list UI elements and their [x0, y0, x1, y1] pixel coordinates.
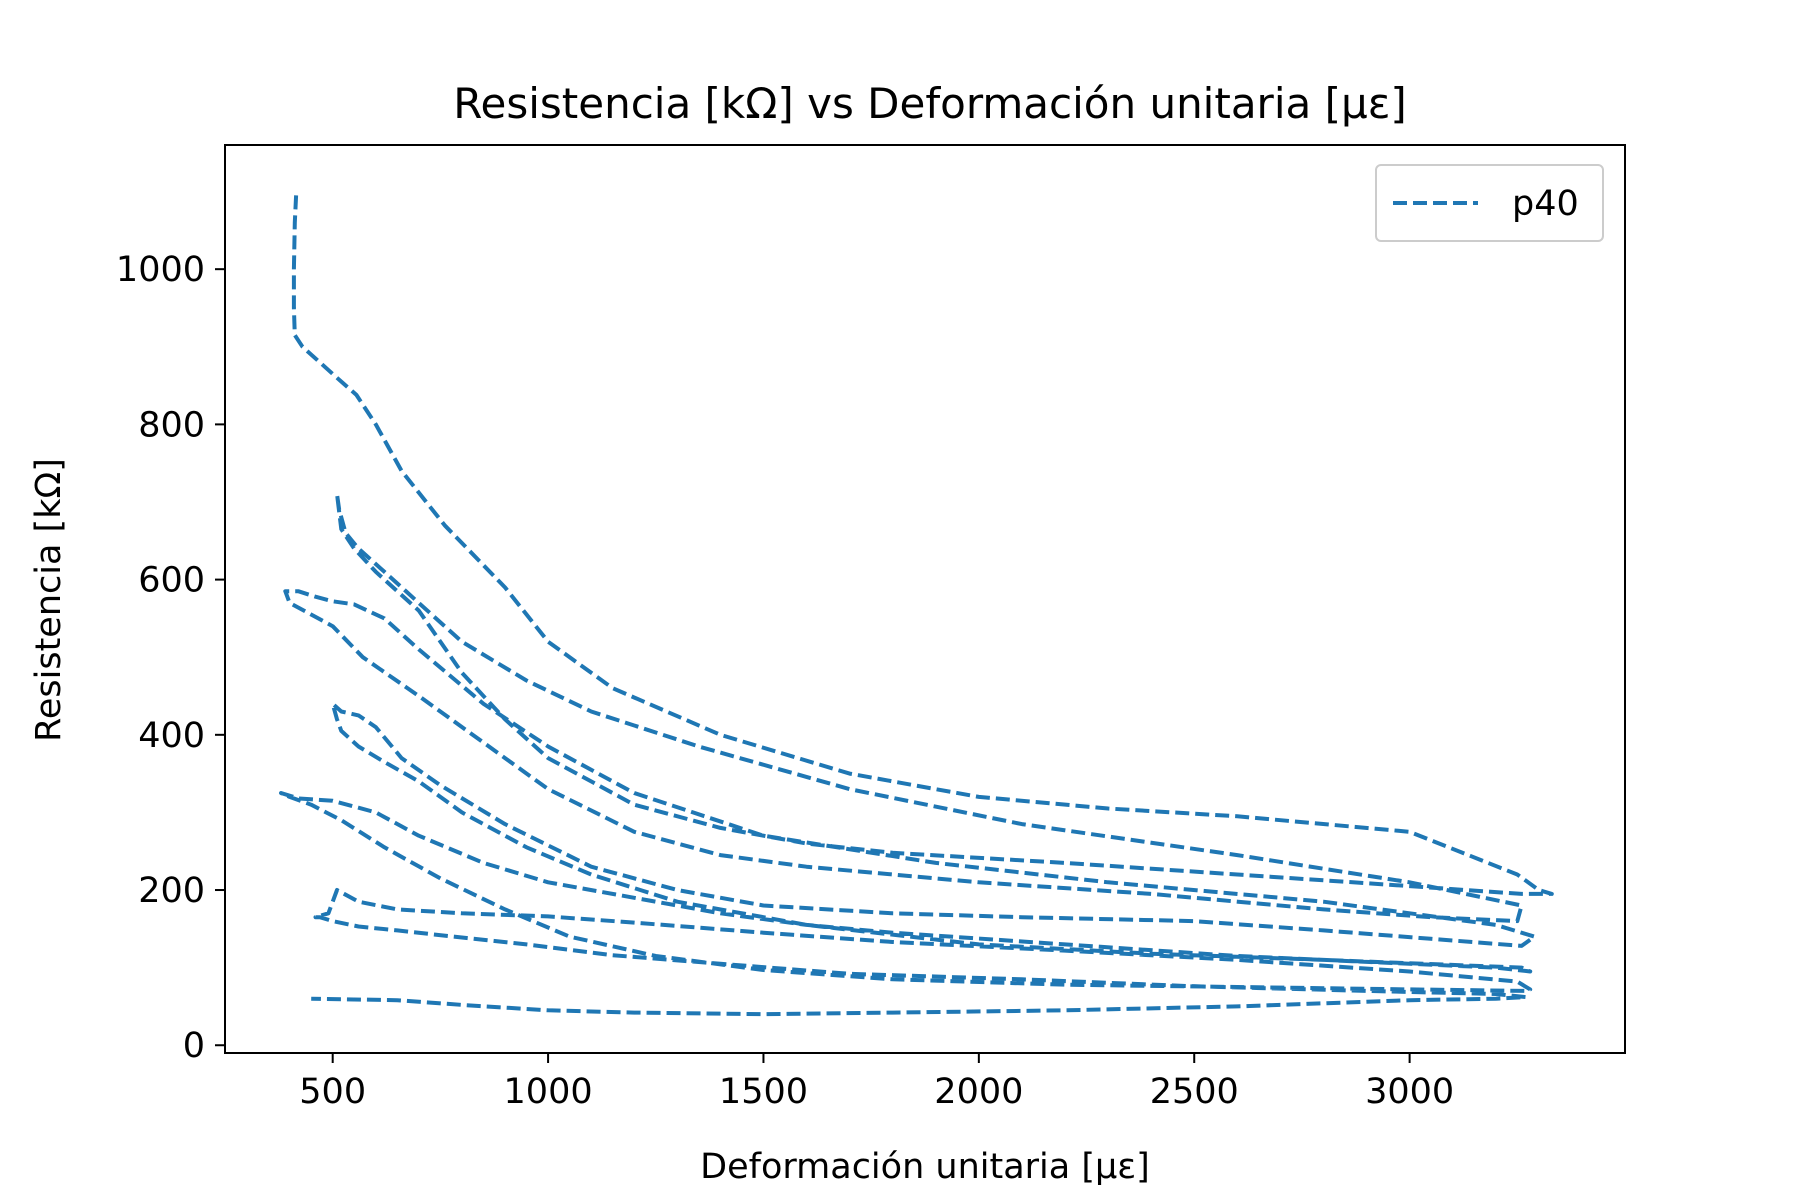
x-tick-label: 2500 — [1150, 1072, 1239, 1112]
legend: p40 — [1375, 164, 1604, 242]
x-tick-label: 500 — [299, 1072, 366, 1112]
y-tick-label: 0 — [183, 1026, 205, 1066]
y-axis: 0 200 400 600 800 1000 — [116, 250, 225, 1066]
y-axis-label: Resistencia [kΩ] — [29, 458, 69, 742]
y-tick-label: 1000 — [116, 250, 205, 290]
y-tick-label: 800 — [138, 405, 205, 445]
plot-frame — [224, 144, 1626, 1054]
legend-label-p40: p40 — [1512, 184, 1579, 224]
x-axis: 500 1000 1500 2000 2500 3000 — [299, 1053, 1454, 1112]
y-tick-label: 400 — [138, 716, 205, 756]
x-axis-label: Deformación unitaria [με] — [700, 1147, 1150, 1187]
legend-box — [1375, 164, 1604, 242]
x-tick-label: 3000 — [1365, 1072, 1454, 1112]
x-tick-label: 2000 — [934, 1072, 1023, 1112]
plot-area — [279, 195, 1554, 1017]
x-tick-label: 1000 — [504, 1072, 593, 1112]
x-tick-label: 1500 — [719, 1072, 808, 1112]
series-line-p40 — [279, 195, 1554, 1017]
y-tick-label: 200 — [138, 871, 205, 911]
y-tick-label: 600 — [138, 561, 205, 601]
chart-title: Resistencia [kΩ] vs Deformación unitaria… — [453, 79, 1407, 128]
